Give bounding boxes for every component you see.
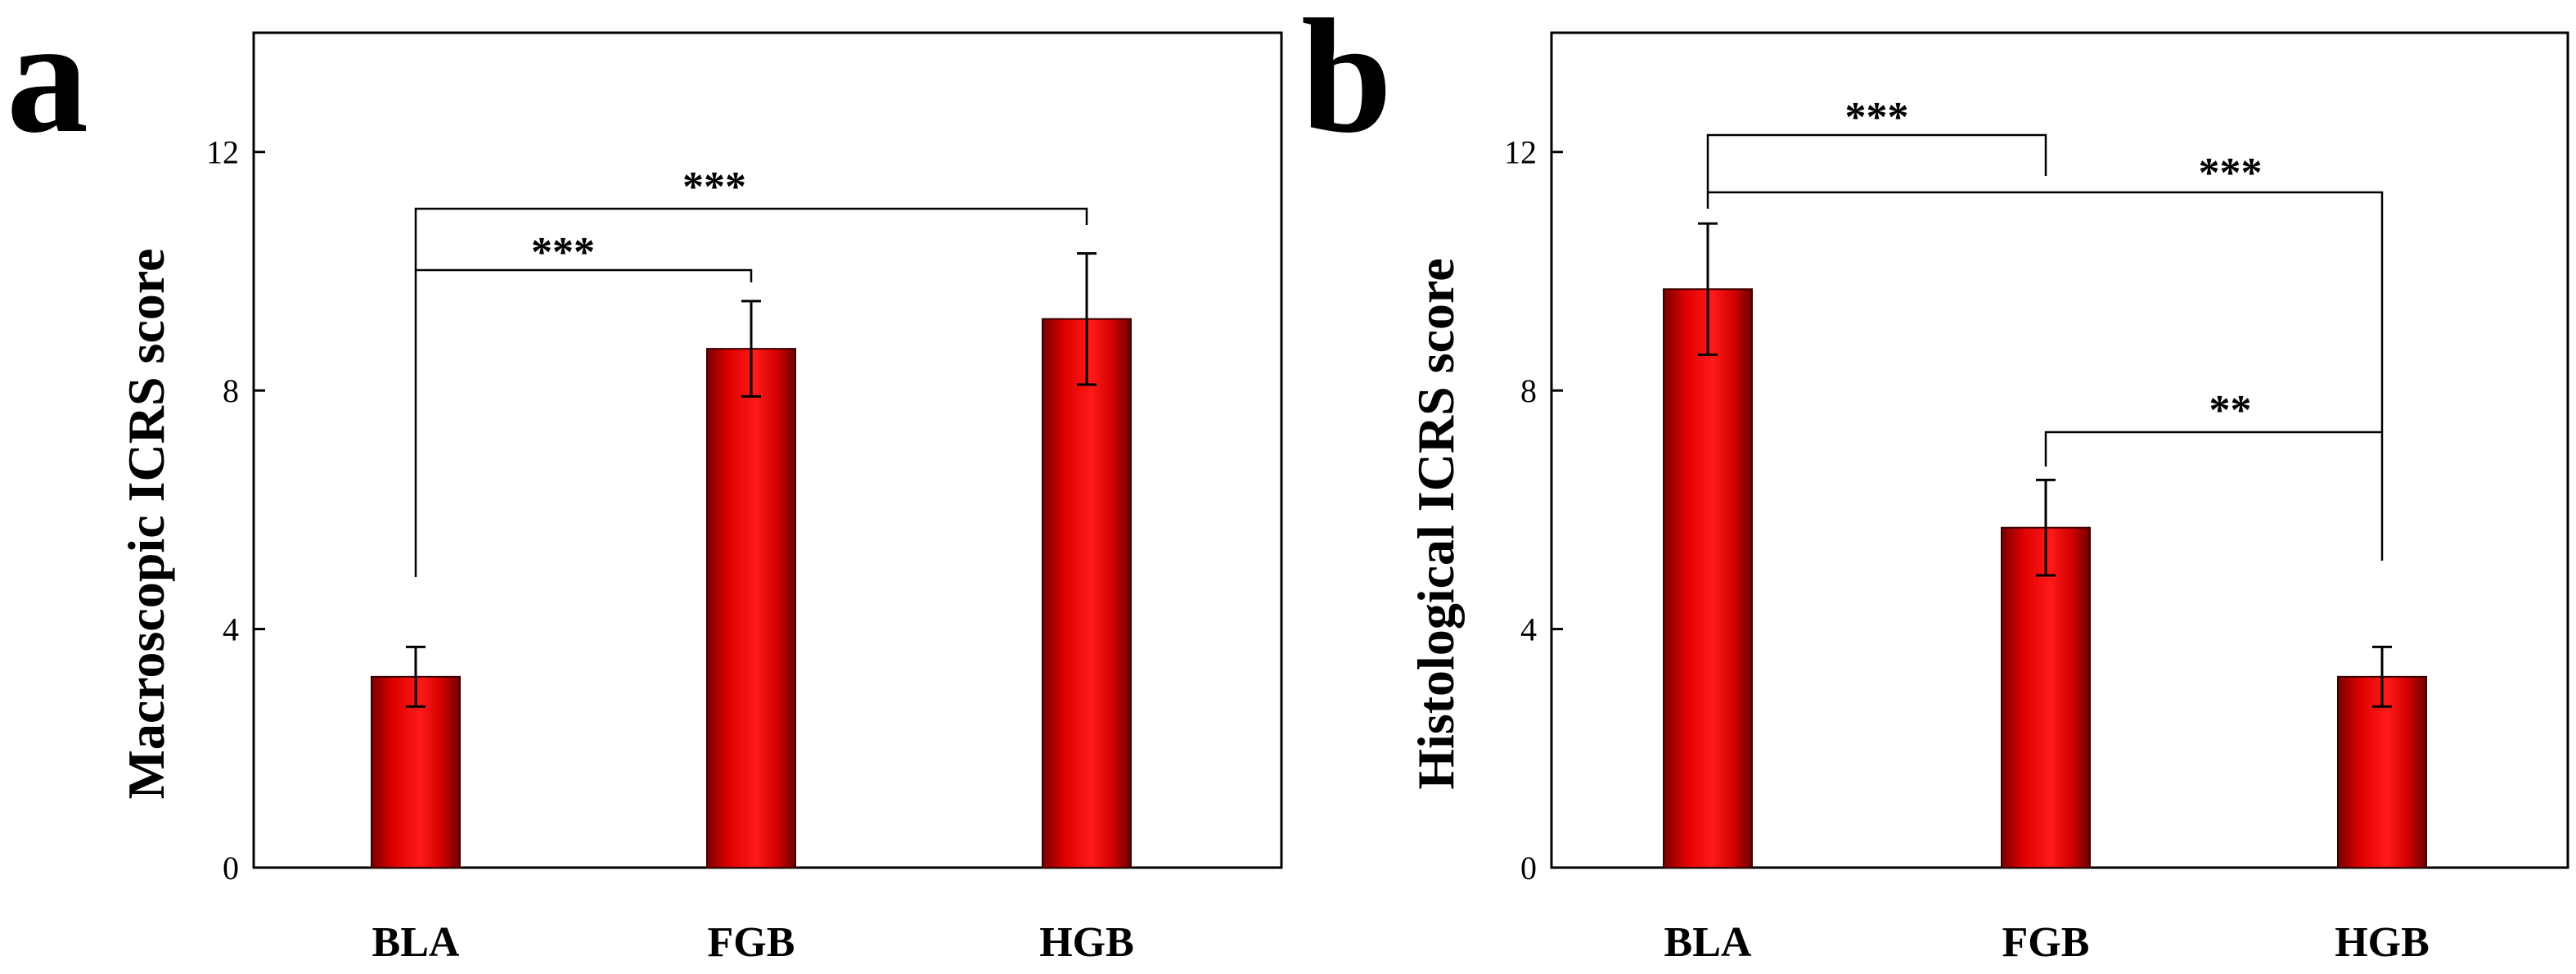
- y-tick-label: 0: [223, 850, 239, 886]
- x-categories-a: BLA FGB HGB: [372, 919, 1134, 966]
- bars-a: [371, 252, 1132, 868]
- x-category-label: FGB: [708, 919, 795, 966]
- y-ticks-a: 0 4 8 12: [206, 134, 265, 886]
- y-tick-label: 4: [1520, 611, 1537, 648]
- bar-fgb: [706, 348, 796, 868]
- x-category-label: HGB: [1039, 919, 1134, 966]
- significance-bracket: [1708, 191, 2384, 561]
- panel-a: a Macroscopic ICRS score 0 4 8 12 BLA FG…: [7, 0, 1283, 966]
- x-category-label: HGB: [2335, 919, 2430, 966]
- significance-label: ***: [2199, 150, 2263, 196]
- significance-bracket: [1706, 133, 2047, 209]
- significance-label: ***: [531, 229, 595, 276]
- significance-bracket: [2044, 431, 2382, 467]
- bars-b: [1663, 222, 2427, 868]
- y-tick-label: 4: [223, 611, 239, 648]
- panel-letter-b: b: [1301, 0, 1392, 167]
- x-category-label: BLA: [372, 919, 460, 966]
- significance-label: **: [2209, 387, 2252, 434]
- y-ticks-b: 0 4 8 12: [1504, 134, 1563, 886]
- y-tick-label: 12: [206, 134, 239, 171]
- y-axis-label-a: Macroscopic ICRS score: [117, 248, 175, 799]
- y-axis-label-b: Histological ICRS score: [1407, 258, 1465, 789]
- significance-bracket: [414, 268, 753, 577]
- y-tick-label: 12: [1504, 134, 1537, 171]
- panel-b: b Histological ICRS score 0 4 8 12 BLA F…: [1301, 0, 2569, 966]
- bar-bla: [1663, 288, 1753, 868]
- significance-label: ***: [682, 164, 746, 210]
- bar-hgb: [1042, 318, 1132, 868]
- y-tick-label: 0: [1520, 850, 1537, 886]
- x-categories-b: BLA FGB HGB: [1664, 919, 2430, 966]
- x-category-label: BLA: [1664, 919, 1752, 966]
- significance-bracket: [414, 207, 1088, 270]
- bar-bla: [371, 675, 461, 868]
- bar-hgb: [2337, 675, 2427, 868]
- significance-label: ***: [1845, 94, 1909, 141]
- bar-fgb: [2001, 526, 2091, 868]
- x-category-label: FGB: [2002, 919, 2090, 966]
- panel-letter-a: a: [7, 0, 88, 167]
- y-tick-label: 8: [223, 372, 239, 409]
- y-tick-label: 8: [1520, 372, 1537, 409]
- significance-b: *** *** **: [1706, 94, 2384, 561]
- significance-a: *** ***: [414, 164, 1088, 577]
